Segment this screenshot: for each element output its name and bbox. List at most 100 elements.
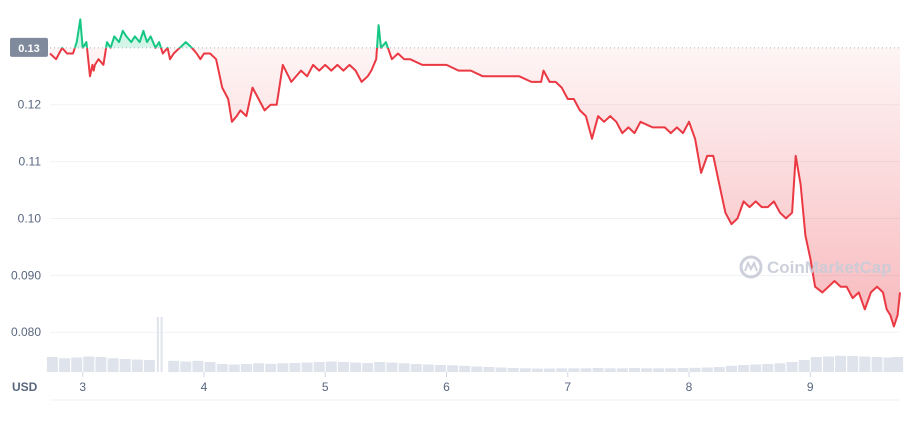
- reference-label: 0.13: [18, 43, 39, 55]
- volume-bar: [641, 368, 653, 372]
- volume-bar: [156, 317, 159, 372]
- area-below-reference: [50, 47, 900, 327]
- volume-bar: [325, 361, 337, 372]
- volume-bar: [859, 356, 871, 372]
- volume-bar: [422, 364, 434, 372]
- volume-bar: [798, 360, 810, 372]
- volume-bar: [192, 360, 204, 373]
- x-tick-label: 3: [79, 380, 86, 394]
- volume-bar: [726, 365, 737, 373]
- x-tick-label: 6: [443, 380, 450, 394]
- volume-bar: [253, 363, 265, 372]
- volume-bar: [580, 368, 592, 372]
- y-tick-label: 0.12: [18, 98, 42, 112]
- volume-bar: [337, 362, 349, 372]
- volume-bar: [653, 368, 665, 372]
- price-line-below: [49, 47, 901, 328]
- volume-bar: [774, 363, 786, 372]
- currency-label: USD: [12, 380, 38, 394]
- volume-bar: [71, 357, 83, 372]
- volume-bar: [204, 362, 216, 372]
- volume-bar: [410, 364, 422, 372]
- x-tick-label: 4: [201, 380, 208, 394]
- volume-bar: [374, 362, 386, 372]
- volume-bar: [131, 359, 143, 372]
- volume-bar: [277, 363, 289, 372]
- volume-bar: [180, 361, 192, 372]
- volume-bar: [289, 363, 301, 372]
- volume-bar: [762, 364, 774, 372]
- volume-bar: [883, 357, 895, 372]
- volume-bar: [386, 362, 398, 372]
- volume-bar: [119, 359, 131, 372]
- volume-bar: [160, 317, 163, 372]
- price-line-above: [60, 18, 389, 48]
- volume-bar: [556, 368, 568, 372]
- volume-bar: [495, 367, 507, 372]
- area-above-reference: [50, 19, 900, 48]
- volume-bar: [604, 368, 616, 372]
- volume-bar: [531, 368, 543, 372]
- y-tick-label: 0.10: [18, 211, 42, 225]
- x-tick-label: 7: [564, 380, 571, 394]
- volume-bar: [592, 368, 604, 372]
- volume-bar: [701, 367, 713, 372]
- volume-bar: [507, 368, 519, 372]
- volume-bar: [689, 367, 701, 373]
- volume-bar: [847, 356, 859, 372]
- x-tick-label: 9: [807, 380, 814, 394]
- volume-bar: [713, 367, 725, 372]
- volume-bar: [59, 358, 71, 373]
- volume-bar: [447, 365, 459, 373]
- volume-bar: [823, 356, 834, 372]
- x-tick-label: 5: [322, 380, 329, 394]
- volume-bar: [568, 368, 580, 372]
- volume-bar: [459, 365, 471, 373]
- volume-bar: [228, 364, 240, 372]
- y-tick-label: 0.090: [11, 268, 41, 282]
- volume-bar: [83, 356, 95, 372]
- price-line: [49, 18, 901, 328]
- volume-bar: [168, 360, 180, 373]
- watermark: CoinMarketCap: [739, 255, 892, 279]
- volume-bar: [750, 364, 762, 372]
- coinmarketcap-logo-icon: [739, 255, 763, 279]
- area-fill: [50, 19, 900, 327]
- volume-bar: [216, 364, 228, 372]
- x-tick-label: 8: [686, 380, 693, 394]
- volume-bar: [738, 365, 750, 372]
- y-axis: 0.080 0.090 0.10 0.11 0.12: [11, 98, 41, 340]
- volume-bar: [629, 368, 640, 372]
- volume-bar: [677, 368, 689, 372]
- volume-bar: [265, 363, 277, 373]
- volume-bar: [46, 357, 58, 372]
- volume-bar: [362, 363, 374, 372]
- volume-bar: [95, 357, 107, 372]
- volume-bar: [786, 362, 798, 372]
- volume-bar: [835, 355, 847, 372]
- watermark-text: CoinMarketCap: [767, 258, 892, 277]
- volume-bar: [143, 360, 155, 372]
- volume-bar: [240, 364, 252, 372]
- volume-bars: [46, 317, 904, 373]
- volume-bar: [519, 368, 531, 372]
- volume-bar: [810, 357, 822, 372]
- volume-bar: [871, 357, 883, 372]
- volume-bar: [301, 362, 313, 372]
- volume-bar: [350, 362, 362, 372]
- volume-bar: [398, 363, 410, 372]
- reference-label-bg: [10, 37, 48, 57]
- volume-bar: [544, 368, 556, 372]
- volume-bar: [483, 367, 495, 372]
- y-tick-label: 0.11: [19, 155, 42, 169]
- volume-bar: [665, 368, 677, 372]
- volume-bar: [107, 358, 119, 373]
- volume-bar: [892, 357, 904, 372]
- volume-bar: [616, 368, 628, 372]
- x-axis: 3 4 5 6 7 8 9: [50, 372, 900, 401]
- volume-bar: [471, 366, 483, 372]
- volume-bar: [313, 362, 325, 372]
- volume-bar: [434, 365, 446, 372]
